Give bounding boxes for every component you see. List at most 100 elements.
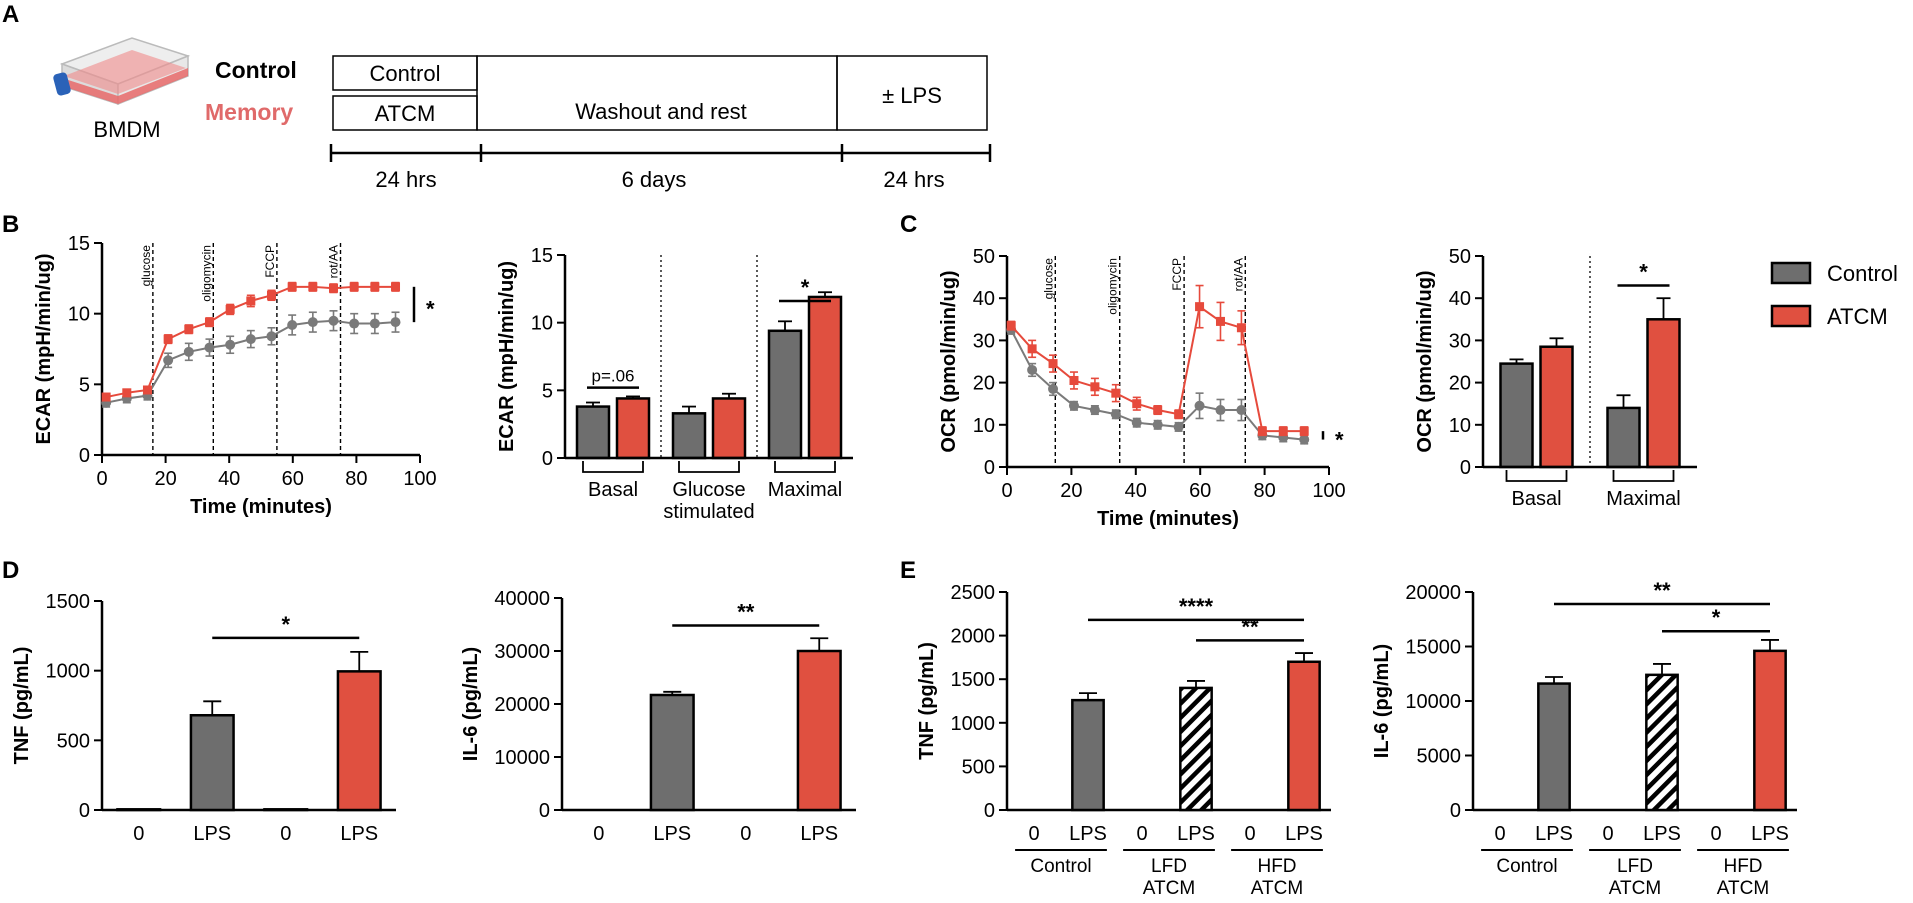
- tnf_e-x-tick-label: LPS: [1285, 823, 1323, 845]
- ocr_bars-y-tick-label: 0: [1460, 457, 1471, 479]
- tnf_e-bar: [1179, 686, 1213, 812]
- ecar_timecourse-y-tick-label: 10: [68, 304, 90, 326]
- ocr_bars-sig-text: *: [1639, 260, 1648, 285]
- il6_e-sig-text: **: [1653, 578, 1671, 603]
- il6_d-x-tick-label: LPS: [800, 823, 838, 845]
- ecar_timecourse-point: [349, 282, 359, 292]
- il6_e-sig-text: *: [1712, 605, 1721, 630]
- ocr_timecourse-point: [1006, 321, 1016, 331]
- ecar_timecourse-point: [204, 317, 214, 327]
- il6_d-y-tick-label: 0: [539, 800, 550, 822]
- ecar_timecourse-y-tick-label: 0: [79, 445, 90, 467]
- ecar_timecourse-y-tick-label: 5: [79, 374, 90, 396]
- panel-letter-a: A: [2, 1, 19, 28]
- il6_e-y-tick-label: 5000: [1417, 746, 1462, 768]
- ecar_timecourse-point: [329, 283, 339, 293]
- ecar_timecourse-point: [163, 355, 174, 366]
- ecar_bars-category-label: Glucose: [672, 479, 745, 501]
- il6_e-y-tick-label: 0: [1450, 800, 1461, 822]
- ocr_bars-category-label: Basal: [1511, 488, 1561, 510]
- ecar_timecourse-point: [266, 290, 276, 300]
- panel-letter-b: B: [2, 211, 19, 238]
- ocr_timecourse-point: [1173, 421, 1184, 432]
- ocr_bars-y-tick-label: 20: [1449, 373, 1471, 395]
- il6_e-x-tick-label: 0: [1494, 823, 1505, 845]
- ocr_timecourse-point: [1048, 359, 1058, 369]
- ecar_timecourse-injection-label: rot/AA: [327, 245, 341, 278]
- ocr_timecourse-point: [1089, 405, 1100, 416]
- ocr_timecourse-sig-star: *: [1335, 427, 1344, 452]
- ecar_bars-bar: [575, 405, 611, 460]
- ecar_timecourse-x-tick-label: 0: [96, 468, 107, 490]
- ocr_timecourse-y-tick-label: 30: [973, 330, 995, 352]
- ocr_timecourse-point: [1069, 375, 1079, 385]
- ecar_timecourse-y-tick-label: 15: [68, 233, 90, 255]
- ocr_bars-category-bracket: [1612, 470, 1675, 482]
- ecar_bars-y-tick-label: 10: [531, 313, 553, 335]
- ocr_timecourse-chart: 0 10 20 30 40 50 OCR (pmol/min/ug) 0 20 40 60 80 100…: [938, 246, 1346, 530]
- ecar_bars-bar: [671, 412, 707, 460]
- ocr_timecourse-x-tick-label: 100: [1312, 480, 1345, 502]
- il6_d-x-tick-label: 0: [593, 823, 604, 845]
- ocr_bars-y-tick-label: 30: [1449, 330, 1471, 352]
- ocr_bars-bar: [1539, 345, 1574, 469]
- tnf_d-x-tick-label: LPS: [193, 823, 231, 845]
- ecar_bars-category-label: Maximal: [768, 479, 842, 501]
- box-lps: ± LPS: [882, 83, 942, 108]
- ecar_timecourse-point: [328, 315, 339, 326]
- ecar_bars-category-label: Basal: [588, 479, 638, 501]
- tnf_e-group-label: HFD: [1257, 856, 1296, 877]
- tnf_d-sig-text: *: [281, 612, 290, 637]
- tnf_d-y-tick-label: 1500: [46, 591, 91, 613]
- ocr_timecourse-point: [1257, 426, 1267, 436]
- il6_d-chart: 0 10000 20000 30000 40000 IL-6 (pg/mL) 0 LPS 0 LP…: [460, 588, 856, 845]
- tnf_e-bar: [1071, 698, 1105, 812]
- ocr_bars-y-tick-label: 10: [1449, 415, 1471, 437]
- legend-swatch-control: [1770, 261, 1812, 285]
- ocr_bars-bar: [1499, 362, 1534, 469]
- ecar_timecourse-injection-label: oligomycin: [199, 245, 213, 302]
- il6_e-x-tick-label: 0: [1710, 823, 1721, 845]
- tnf_e-y-tick-label: 500: [962, 756, 995, 778]
- il6_d-y-tick-label: 40000: [494, 588, 550, 610]
- ecar_timecourse-point: [204, 342, 215, 353]
- ecar_timecourse-point: [369, 318, 380, 329]
- ecar_bars-category-label: stimulated: [663, 501, 754, 523]
- ecar_timecourse-point: [225, 339, 236, 350]
- tnf_d-y-tick-label: 0: [79, 800, 90, 822]
- ocr_timecourse-injection-label: oligomycin: [1106, 258, 1120, 315]
- box-atcm: ATCM: [375, 101, 436, 126]
- ecar_bars-sig-text: p=.06: [591, 367, 634, 386]
- tnf_e-sig-text: **: [1241, 614, 1259, 639]
- ecar_timecourse-point: [245, 334, 256, 345]
- ocr_timecourse-point: [1236, 405, 1247, 416]
- il6_e-y-tick-label: 10000: [1405, 691, 1461, 713]
- flask-label: BMDM: [93, 117, 160, 142]
- il6_d-y-tick-label: 20000: [494, 694, 550, 716]
- ocr_timecourse-point: [1132, 399, 1142, 409]
- ocr_bars-bar: [1646, 318, 1681, 469]
- ecar_timecourse-point: [308, 282, 318, 292]
- legend-swatch-atcm: [1770, 304, 1812, 328]
- tnf_e-y-tick-label: 0: [984, 800, 995, 822]
- ecar_timecourse-point: [287, 319, 298, 330]
- ocr_timecourse-point: [1278, 426, 1288, 436]
- ecar_bars-bar: [615, 397, 651, 460]
- ecar_bars-chart: 0 5 10 15 ECAR (mpH/min/ug) Basal Glucosestimu…: [496, 245, 853, 523]
- legend: Control ATCM: [1770, 261, 1898, 329]
- il6_e-y-tick-label: 15000: [1405, 637, 1461, 659]
- legend-label-atcm: ATCM: [1827, 304, 1888, 329]
- ecar_timecourse-point: [391, 282, 401, 292]
- ocr_timecourse-point: [1215, 405, 1226, 416]
- ecar_bars-bar: [767, 329, 803, 460]
- tnf_d-y-label: TNF (pg/mL): [11, 647, 33, 765]
- panel-letter-d: D: [2, 557, 19, 584]
- schematic: BMDM Control Memory Control ATCM Washout…: [53, 37, 992, 192]
- ocr_timecourse-y-label: OCR (pmol/min/ug): [938, 270, 960, 452]
- ocr_timecourse-point: [1152, 419, 1163, 430]
- box-control: Control: [370, 61, 441, 86]
- ocr_bars-category-label: Maximal: [1606, 488, 1680, 510]
- tnf_e-x-tick-label: 0: [1028, 823, 1039, 845]
